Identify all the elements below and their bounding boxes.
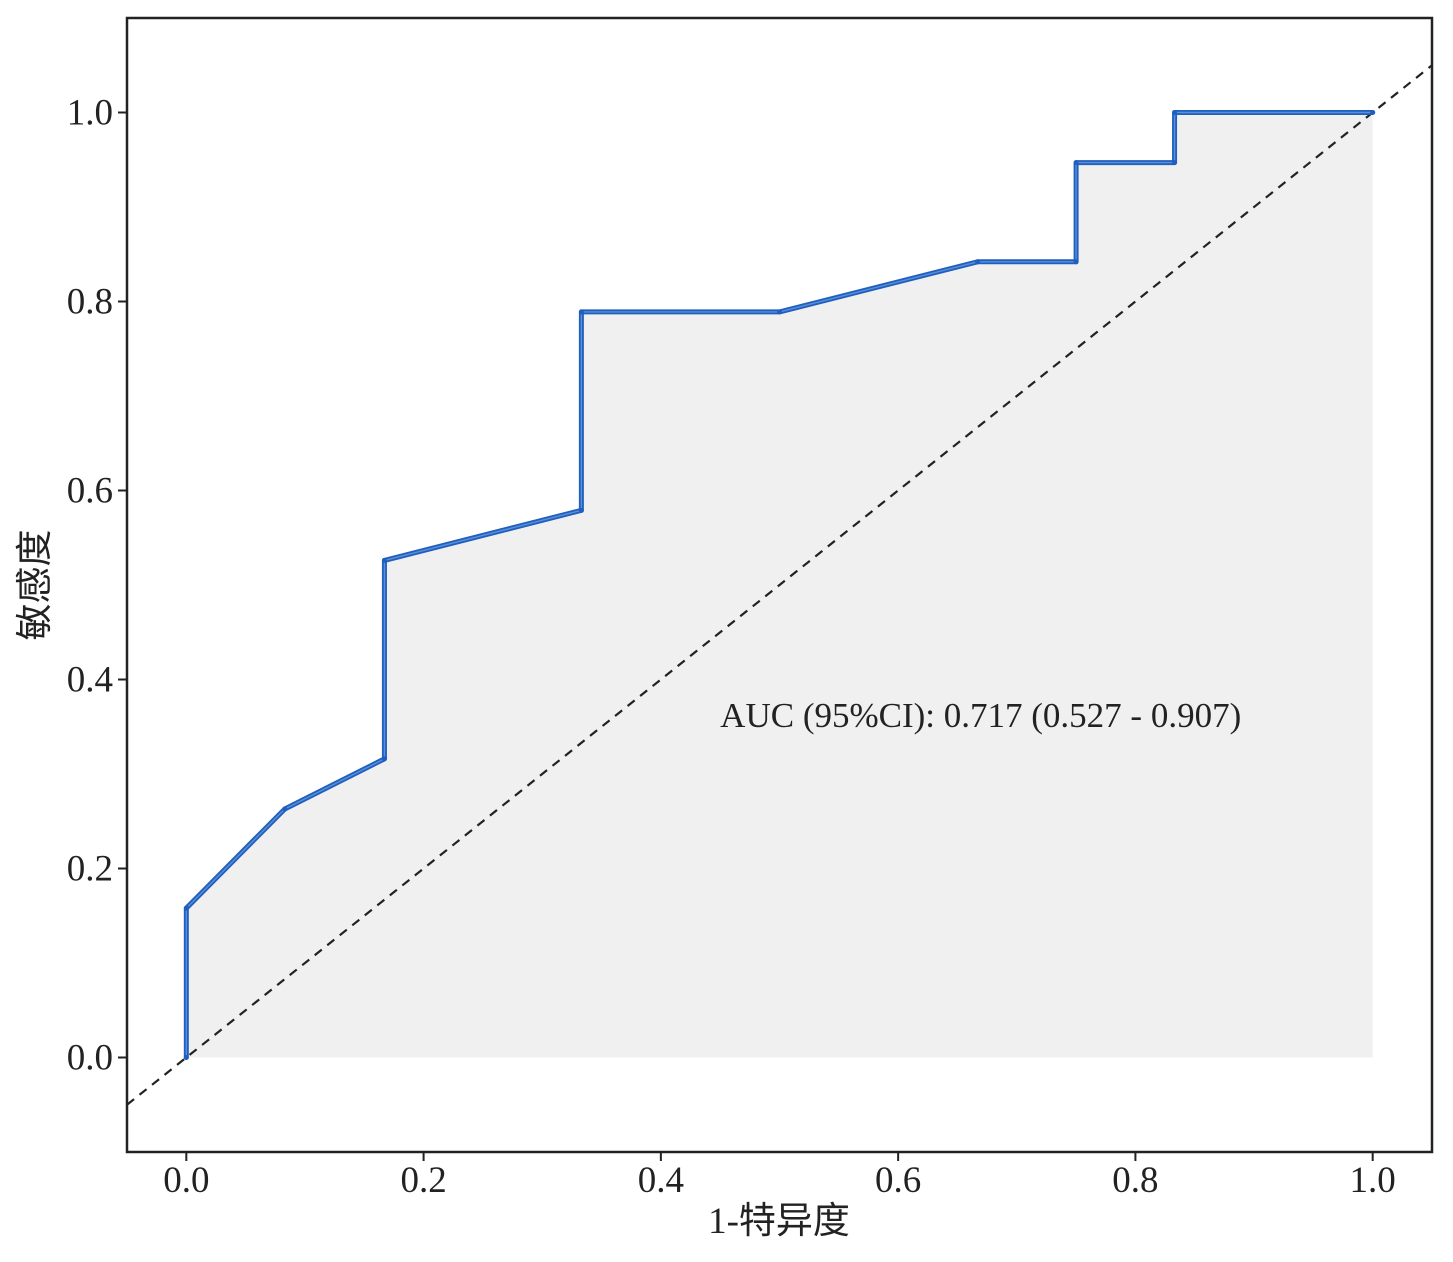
roc-point <box>578 507 584 513</box>
plot-border <box>125 16 1434 1154</box>
y-tick-label: 0.4 <box>67 660 113 701</box>
roc-point <box>381 756 387 762</box>
roc-curve-highlight <box>185 111 1374 1059</box>
x-tick-label: 0.4 <box>638 1160 684 1201</box>
roc-point <box>183 1055 189 1060</box>
roc-point <box>777 309 782 315</box>
y-tick-label: 0.0 <box>67 1038 113 1079</box>
roc-point <box>1073 160 1079 166</box>
plot-area: 0.0 0.2 0.4 0.6 0.8 1.0 0.0 0.2 0.4 0.6 0.8 1.0 AUC … <box>67 16 1434 1201</box>
y-tick-label: 0.6 <box>67 471 113 512</box>
y-axis-title: 敏感度 <box>14 530 56 641</box>
roc-point <box>1172 110 1178 115</box>
y-tick-label: 0.8 <box>67 282 113 323</box>
roc-point <box>1172 160 1178 166</box>
x-tick-label: 0.8 <box>1112 1160 1158 1201</box>
roc-point <box>183 905 189 911</box>
auc-annotation: AUC (95%CI): 0.717 (0.527 - 0.907) <box>720 696 1241 735</box>
roc-point <box>1073 259 1079 265</box>
x-axis-title: 1-特异度 <box>708 1200 850 1242</box>
y-tick-label: 1.0 <box>67 93 113 134</box>
roc-point <box>282 806 288 812</box>
roc-point <box>578 309 584 315</box>
x-tick-label: 1.0 <box>1350 1160 1396 1201</box>
roc-point <box>975 259 981 265</box>
roc-point <box>381 557 387 563</box>
roc-point <box>1370 110 1376 115</box>
x-tick-label: 0.2 <box>400 1160 446 1201</box>
reference-diagonal-line <box>126 64 1433 1106</box>
x-tick-label: 0.6 <box>875 1160 921 1201</box>
x-tick-label: 0.0 <box>163 1160 209 1201</box>
y-tick-label: 0.2 <box>67 849 113 890</box>
